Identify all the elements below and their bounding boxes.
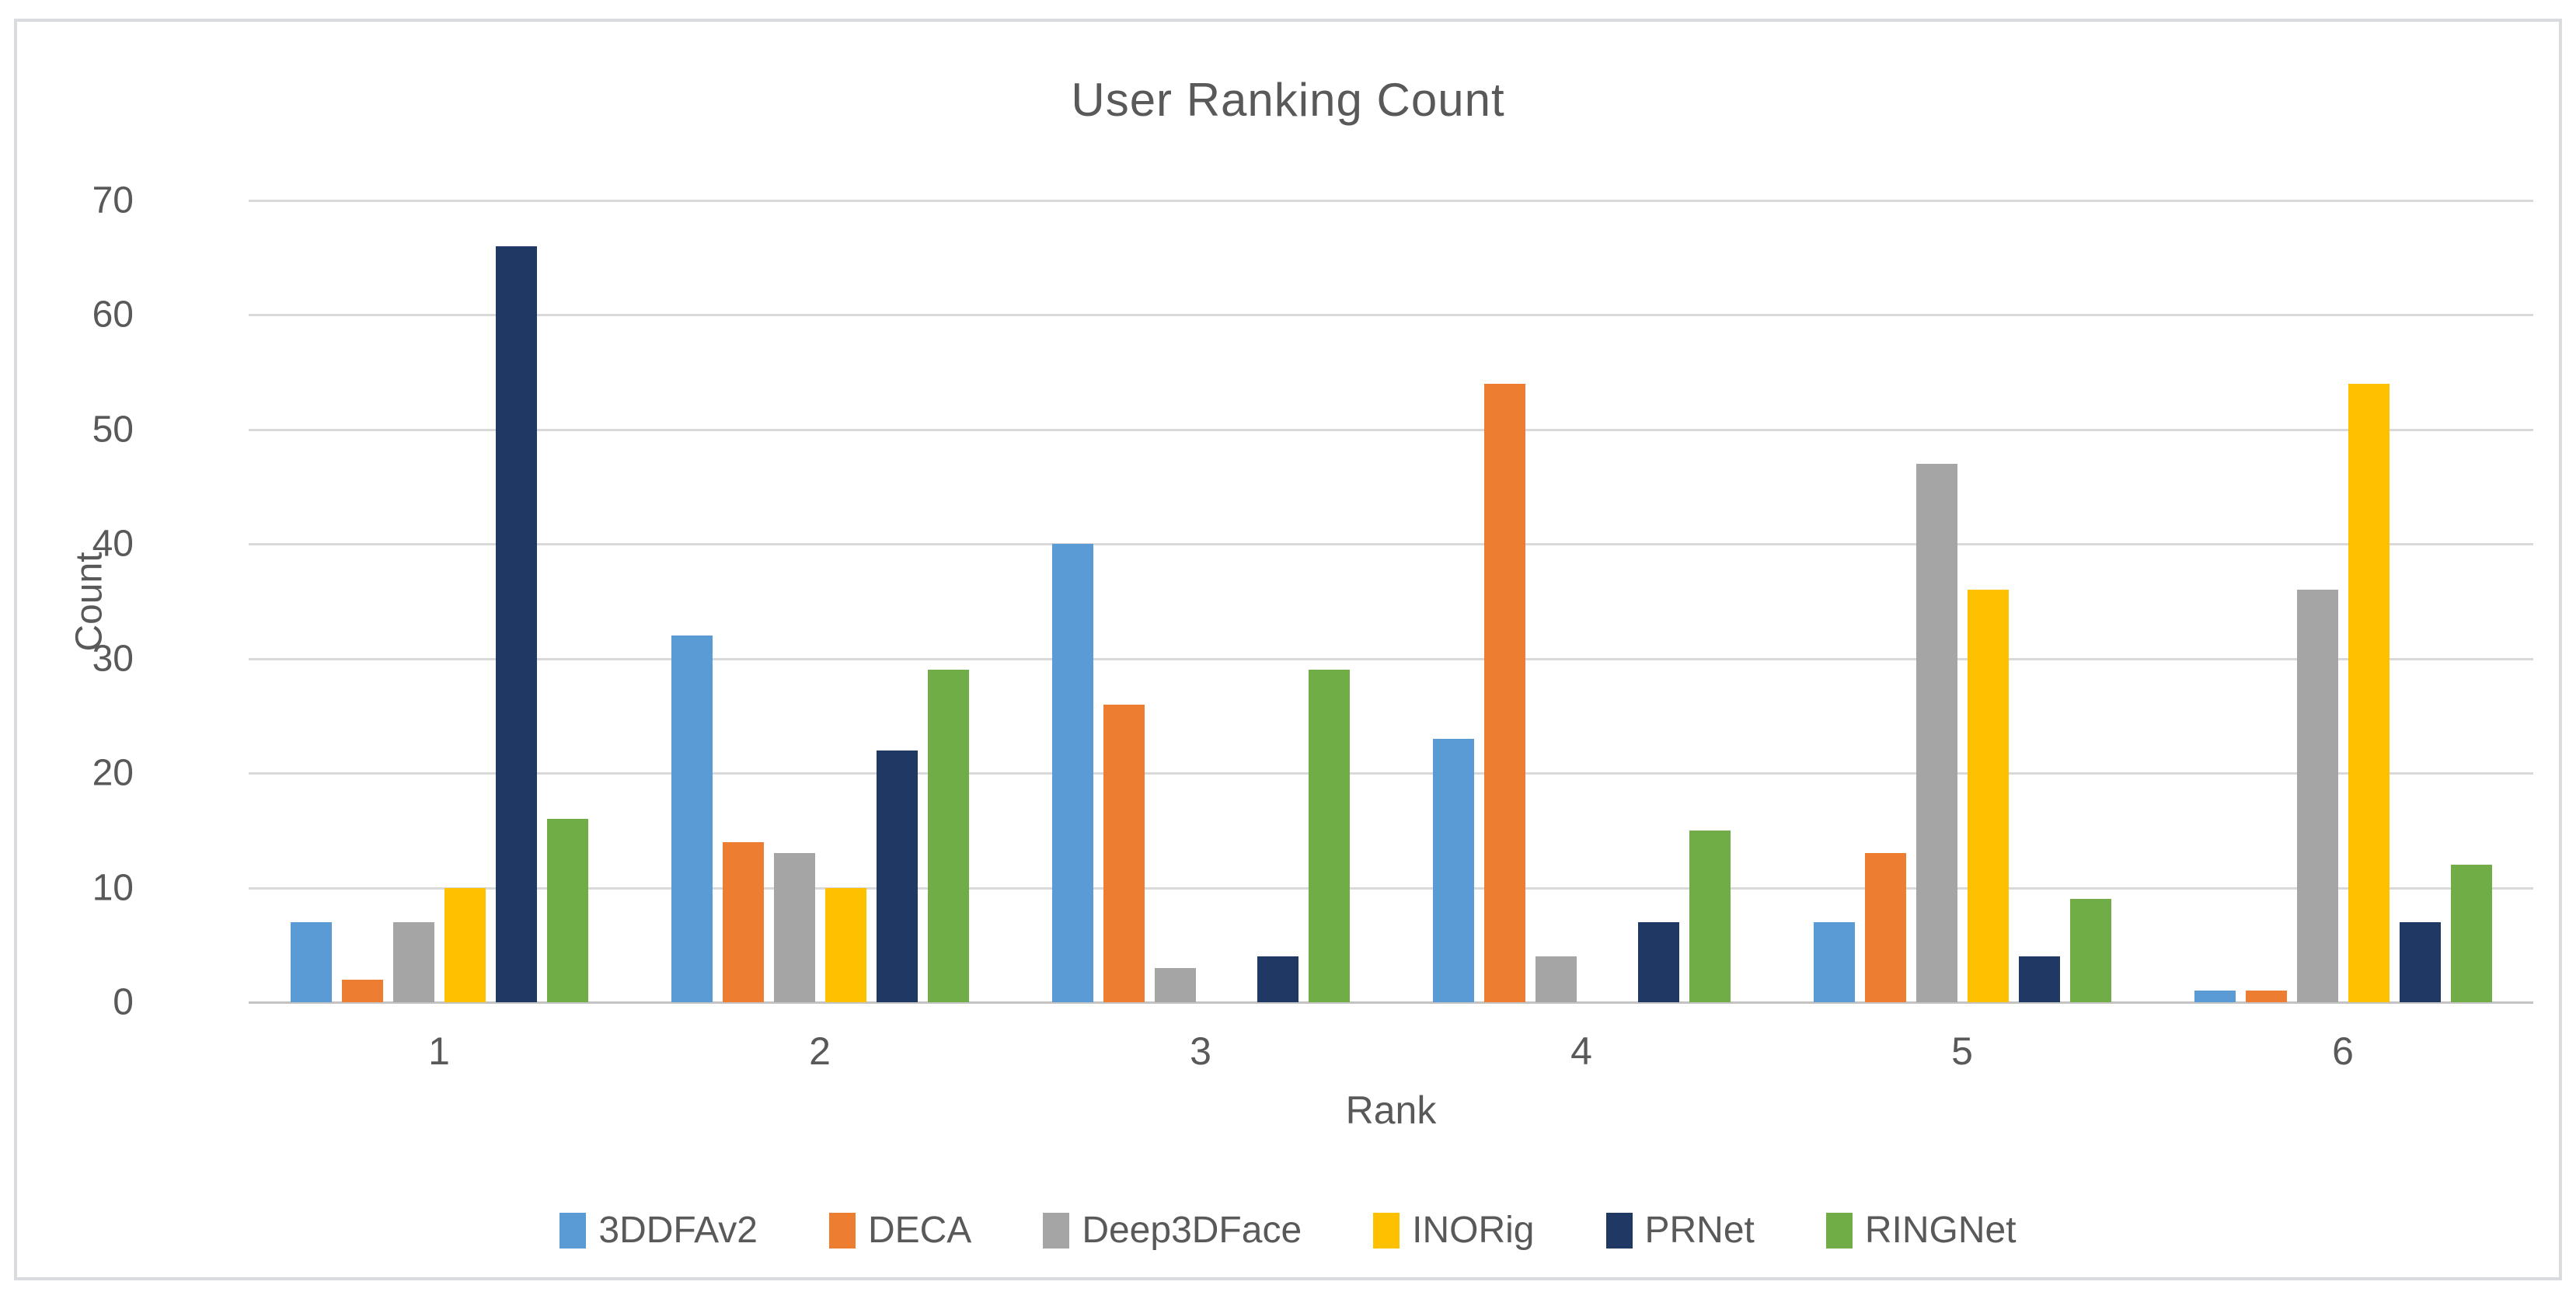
bar-PRNet-rank-4	[1637, 921, 1679, 1002]
bar-DECA-rank-5	[1864, 853, 1906, 1002]
legend-swatch-3DDFAv2	[559, 1212, 587, 1249]
gridline-y-70	[249, 200, 2533, 202]
gridline-y-10	[249, 886, 2533, 890]
y-tick-label-40: 40	[92, 523, 134, 565]
y-tick-label-50: 50	[92, 409, 134, 451]
x-tick-label-5: 5	[1951, 1029, 1973, 1073]
legend-swatch-INORig	[1373, 1212, 1400, 1249]
bar-Deep3DFace-rank-1	[392, 921, 434, 1002]
gridline-y-20	[249, 772, 2533, 775]
chart-title: User Ranking Count	[1071, 74, 1505, 126]
bar-DECA-rank-4	[1483, 383, 1525, 1002]
bar-PRNet-rank-2	[876, 750, 918, 1002]
bar-DECA-rank-1	[341, 979, 383, 1002]
plot-area: 0 10 20 30 40 50 60 70	[92, 180, 2533, 1023]
bar-RINGNet-rank-2	[927, 670, 969, 1002]
bar-3DDFAv2-rank-3	[1051, 544, 1093, 1002]
bar-DECA-rank-3	[1103, 704, 1145, 1002]
bar-INORig-rank-1	[444, 887, 486, 1002]
gridline-y-60	[249, 314, 2533, 317]
bar-3DDFAv2-rank-1	[290, 921, 332, 1002]
x-tick-label-1: 1	[428, 1029, 450, 1073]
chart-frame: User Ranking Count Count 0 10 20 30 40 50 60 70…	[14, 19, 2562, 1280]
bar-Deep3DFace-rank-4	[1535, 956, 1577, 1002]
y-tick-label-60: 60	[92, 294, 134, 336]
bar-Deep3DFace-rank-5	[1915, 464, 1957, 1002]
y-tick-label-0: 0	[113, 981, 134, 1023]
x-tick-label-2: 2	[809, 1029, 831, 1073]
legend-item-INORig: INORig	[1373, 1209, 1535, 1252]
legend-item-PRNet: PRNet	[1605, 1209, 1755, 1252]
bar-group-rank-6	[2152, 200, 2533, 1002]
legend-swatch-RINGNet	[1825, 1212, 1853, 1249]
bar-Deep3DFace-rank-2	[773, 853, 815, 1002]
legend-item-RINGNet: RINGNet	[1825, 1209, 2017, 1252]
gridline-y-30	[249, 657, 2533, 660]
bar-RINGNet-rank-5	[2069, 899, 2111, 1002]
x-tick-label-4: 4	[1570, 1029, 1592, 1073]
bar-PRNet-rank-5	[2018, 956, 2060, 1002]
bar-DECA-rank-2	[722, 841, 764, 1002]
bar-Deep3DFace-rank-3	[1154, 967, 1196, 1002]
gridline-y-0	[249, 1001, 2533, 1004]
bar-INORig-rank-2	[824, 887, 866, 1002]
bar-3DDFAv2-rank-5	[1813, 921, 1855, 1002]
legend-label-3DDFAv2: 3DDFAv2	[598, 1210, 758, 1251]
gridline-y-50	[249, 428, 2533, 431]
legend-item-3DDFAv2: 3DDFAv2	[559, 1209, 758, 1252]
bar-group-rank-2	[629, 200, 1010, 1002]
x-axis-title: Rank	[1345, 1088, 1437, 1132]
bar-group-rank-1	[249, 200, 629, 1002]
bar-PRNet-rank-3	[1257, 956, 1298, 1002]
y-tick-label-10: 10	[92, 867, 134, 909]
bar-group-rank-5	[1772, 200, 2152, 1002]
bar-RINGNet-rank-6	[2450, 865, 2492, 1002]
bar-groups-layer	[249, 200, 2533, 1002]
bar-INORig-rank-5	[1967, 590, 2009, 1002]
bar-3DDFAv2-rank-6	[2194, 991, 2236, 1002]
bar-group-rank-4	[1391, 200, 1772, 1002]
bar-3DDFAv2-rank-4	[1432, 738, 1474, 1002]
bar-DECA-rank-6	[2245, 991, 2287, 1002]
bar-group-rank-3	[1010, 200, 1391, 1002]
legend-swatch-PRNet	[1605, 1212, 1633, 1249]
legend-item-DECA: DECA	[828, 1209, 972, 1252]
bar-RINGNet-rank-3	[1308, 670, 1350, 1002]
y-tick-label-30: 30	[92, 638, 134, 680]
bar-Deep3DFace-rank-6	[2296, 590, 2338, 1002]
y-axis-title-text: Count	[68, 551, 110, 652]
legend-label-RINGNet: RINGNet	[1864, 1210, 2017, 1251]
y-tick-label-20: 20	[92, 752, 134, 794]
x-tick-label-6: 6	[2332, 1029, 2354, 1073]
bar-PRNet-rank-1	[495, 246, 537, 1002]
x-axis-ticks: 1 2 3 4 5 6	[249, 1029, 2533, 1074]
gridline-y-40	[249, 543, 2533, 546]
legend-item-Deep3DFace: Deep3DFace	[1043, 1209, 1302, 1252]
legend-swatch-DECA	[828, 1212, 856, 1249]
y-tick-label-70: 70	[92, 179, 134, 221]
legend: 3DDFAv2 DECA Deep3DFace INORig PRNet RINGNet	[17, 1209, 2559, 1252]
bar-INORig-rank-6	[2348, 383, 2390, 1002]
bar-RINGNet-rank-1	[546, 819, 588, 1002]
legend-label-INORig: INORig	[1412, 1210, 1535, 1251]
legend-label-PRNet: PRNet	[1644, 1210, 1755, 1251]
legend-label-DECA: DECA	[867, 1210, 972, 1251]
bar-3DDFAv2-rank-2	[671, 636, 713, 1002]
legend-label-Deep3DFace: Deep3DFace	[1082, 1210, 1302, 1251]
x-tick-label-3: 3	[1190, 1029, 1211, 1073]
bar-RINGNet-rank-4	[1689, 830, 1731, 1002]
legend-swatch-Deep3DFace	[1043, 1212, 1070, 1249]
bar-PRNet-rank-6	[2399, 921, 2441, 1002]
